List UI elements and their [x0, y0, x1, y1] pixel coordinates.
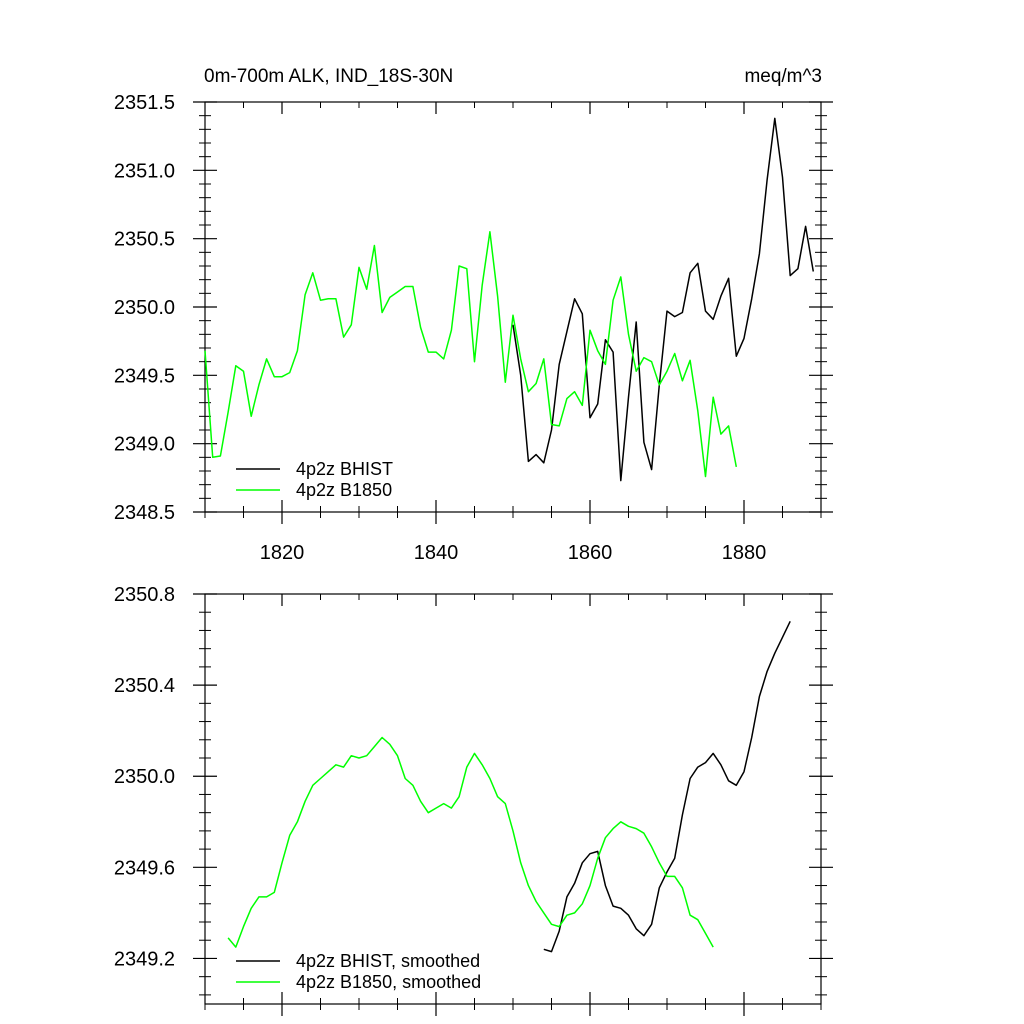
- top-panel-series: [204, 117, 815, 482]
- x-tick-label: 1860: [568, 542, 613, 564]
- series-line: [543, 620, 791, 953]
- bottom-panel-ticks: 2349.2 2349.6 2350.0 2350.4 2350.8: [114, 584, 833, 1016]
- y-tick-label: 2350.0: [114, 297, 175, 319]
- top-panel-units: meq/m^3: [744, 66, 822, 87]
- legend-label-bhist: 4p2z BHIST: [296, 459, 393, 479]
- x-tick-label: 1840: [414, 542, 459, 564]
- series-line: [512, 117, 815, 482]
- y-tick-label: 2350.0: [114, 766, 175, 788]
- y-tick-label: 2348.5: [114, 502, 175, 524]
- legend-label-b1850-smoothed: 4p2z B1850, smoothed: [296, 972, 481, 992]
- x-tick-label: 1820: [260, 542, 305, 564]
- bottom-panel: 2349.2 2349.6 2350.0 2350.4 2350.8 4p2z BHIS…: [114, 584, 833, 1016]
- top-panel-legend: 4p2z BHIST 4p2z B1850: [236, 459, 393, 500]
- y-tick-label: 2351.5: [114, 92, 175, 114]
- legend-label-bhist-smoothed: 4p2z BHIST, smoothed: [296, 951, 480, 971]
- y-tick-label: 2350.4: [114, 675, 175, 697]
- y-tick-label: 2349.2: [114, 948, 175, 970]
- y-tick-label: 2349.5: [114, 365, 175, 387]
- top-panel-ticks: 1820 1840 1860 1880 2348.5 2349.0 2349.5 2350.0…: [114, 92, 833, 564]
- bottom-panel-series: [227, 620, 791, 953]
- bottom-panel-legend: 4p2z BHIST, smoothed 4p2z B1850, smoothe…: [236, 951, 481, 992]
- y-tick-label: 2350.5: [114, 229, 175, 251]
- series-line: [204, 231, 738, 478]
- top-panel-title: 0m-700m ALK, IND_18S-30N: [204, 66, 453, 87]
- top-panel: 0m-700m ALK, IND_18S-30N meq/m^3 1820 184…: [114, 66, 833, 564]
- y-tick-label: 2349.0: [114, 434, 175, 456]
- x-tick-label: 1880: [722, 542, 767, 564]
- top-plot-frame: [204, 101, 822, 513]
- bottom-plot-frame: [204, 593, 822, 1005]
- y-tick-label: 2349.6: [114, 857, 175, 879]
- legend-label-b1850: 4p2z B1850: [296, 480, 392, 500]
- series-line: [227, 736, 714, 948]
- y-tick-label: 2350.8: [114, 584, 175, 606]
- y-tick-label: 2351.0: [114, 160, 175, 182]
